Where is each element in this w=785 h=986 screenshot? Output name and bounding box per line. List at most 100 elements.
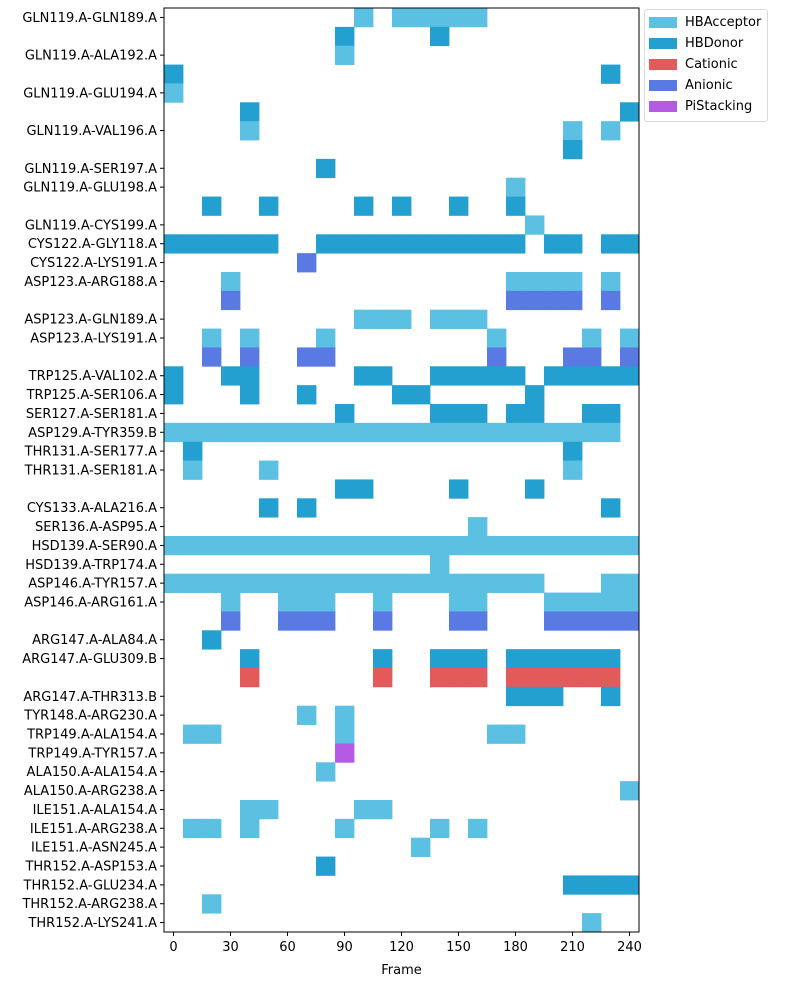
heatmap-cell xyxy=(240,422,260,443)
heatmap-cell xyxy=(373,234,393,254)
x-tick-label: 60 xyxy=(279,940,296,955)
heatmap-cell xyxy=(259,196,279,216)
heatmap-cell xyxy=(183,234,203,254)
heatmap-cell xyxy=(601,404,621,424)
x-tick-label: 180 xyxy=(503,940,528,955)
heatmap-cell xyxy=(563,366,583,386)
heatmap-cell xyxy=(297,385,317,405)
heatmap-cell xyxy=(468,234,488,254)
heatmap-cell xyxy=(335,479,355,499)
heatmap-cell xyxy=(601,272,621,292)
heatmap-cell xyxy=(392,422,412,443)
heatmap-cell xyxy=(506,290,526,311)
heatmap-cell xyxy=(164,573,184,593)
heatmap-cell xyxy=(373,649,393,669)
heatmap-cell xyxy=(164,385,184,405)
heatmap-cell xyxy=(544,649,564,669)
heatmap-cell xyxy=(240,347,260,367)
y-tick-label: THR131.A-SER181.A xyxy=(24,464,157,479)
heatmap-cell xyxy=(354,422,374,443)
heatmap-cell xyxy=(449,592,469,612)
y-tick-label: SER136.A-ASP95.A xyxy=(35,520,157,535)
y-tick-label: TRP149.A-ALA154.A xyxy=(26,728,157,743)
heatmap-cell xyxy=(202,573,222,593)
heatmap-cell xyxy=(354,536,374,556)
heatmap-cell xyxy=(468,536,488,556)
heatmap-cell xyxy=(601,649,621,669)
heatmap-cell xyxy=(506,404,526,424)
y-tick-label: ASP123.A-GLN189.A xyxy=(24,313,157,328)
heatmap-cell xyxy=(525,404,545,424)
heatmap-cell xyxy=(468,611,488,631)
heatmap-cell xyxy=(601,668,621,688)
heatmap-cell xyxy=(392,234,412,254)
heatmap-cell xyxy=(354,8,374,28)
heatmap-cell xyxy=(354,800,374,820)
heatmap-cell xyxy=(183,441,203,461)
y-tick-label: GLN119.A-GLU194.A xyxy=(23,86,157,101)
heatmap-cell xyxy=(544,366,564,386)
heatmap-cell xyxy=(544,234,564,254)
heatmap-cell xyxy=(563,441,583,461)
heatmap-cell xyxy=(601,366,621,386)
heatmap-cell xyxy=(487,573,507,593)
heatmap-cell xyxy=(601,875,621,895)
heatmap-cell xyxy=(430,573,450,593)
heatmap-cell xyxy=(183,818,203,839)
heatmap-cell xyxy=(240,366,260,386)
heatmap-cell xyxy=(183,460,203,480)
heatmap-cell xyxy=(164,536,184,556)
heatmap-cell xyxy=(354,479,374,499)
heatmap-cell xyxy=(164,83,184,103)
heatmap-cell xyxy=(202,196,222,216)
heatmap-cell xyxy=(259,498,279,518)
heatmap-cell xyxy=(449,536,469,556)
heatmap-cell xyxy=(544,290,564,311)
heatmap-cell xyxy=(164,64,184,84)
heatmap-cell xyxy=(430,404,450,424)
heatmap-cell xyxy=(430,536,450,556)
heatmap-cell xyxy=(392,196,412,216)
heatmap-cell xyxy=(335,724,355,744)
heatmap-cell xyxy=(449,649,469,669)
heatmap-cell xyxy=(544,686,564,707)
y-tick-label: GLN119.A-VAL196.A xyxy=(26,124,157,139)
legend-label: Cationic xyxy=(685,57,738,72)
heatmap-cell xyxy=(335,818,355,839)
y-tick-label: THR152.A-ARG238.A xyxy=(21,897,157,912)
heatmap-cell xyxy=(449,196,469,216)
heatmap-cell xyxy=(525,649,545,669)
legend-label: Anionic xyxy=(685,78,733,93)
heatmap-cell xyxy=(202,347,222,367)
heatmap-cell xyxy=(240,234,260,254)
heatmap-cell xyxy=(411,536,431,556)
heatmap-cell xyxy=(449,234,469,254)
heatmap-cell xyxy=(240,536,260,556)
heatmap-cell xyxy=(221,422,241,443)
heatmap-cell xyxy=(316,611,336,631)
heatmap-cell xyxy=(335,26,355,47)
heatmap-cell xyxy=(411,385,431,405)
heatmap-cell xyxy=(335,45,355,65)
heatmap-cell xyxy=(240,800,260,820)
heatmap-cell xyxy=(221,234,241,254)
heatmap-cell xyxy=(316,347,336,367)
heatmap-cell xyxy=(373,422,393,443)
heatmap-cell xyxy=(506,196,526,216)
legend-swatch xyxy=(649,101,677,112)
heatmap-cell xyxy=(221,611,241,631)
heatmap-cell xyxy=(430,8,450,28)
x-tick-label: 150 xyxy=(446,940,471,955)
heatmap-cell xyxy=(468,404,488,424)
heatmap-cell xyxy=(544,536,564,556)
heatmap-cell xyxy=(373,309,393,329)
heatmap-cell xyxy=(582,649,602,669)
heatmap-cell xyxy=(563,347,583,367)
heatmap-cell xyxy=(449,668,469,688)
heatmap-cell xyxy=(202,328,222,348)
y-tick-label: GLN119.A-ALA192.A xyxy=(25,49,157,64)
heatmap-cell xyxy=(620,347,640,367)
heatmap-cell xyxy=(582,536,602,556)
heatmap-cell xyxy=(468,592,488,612)
heatmap-cell xyxy=(240,328,260,348)
